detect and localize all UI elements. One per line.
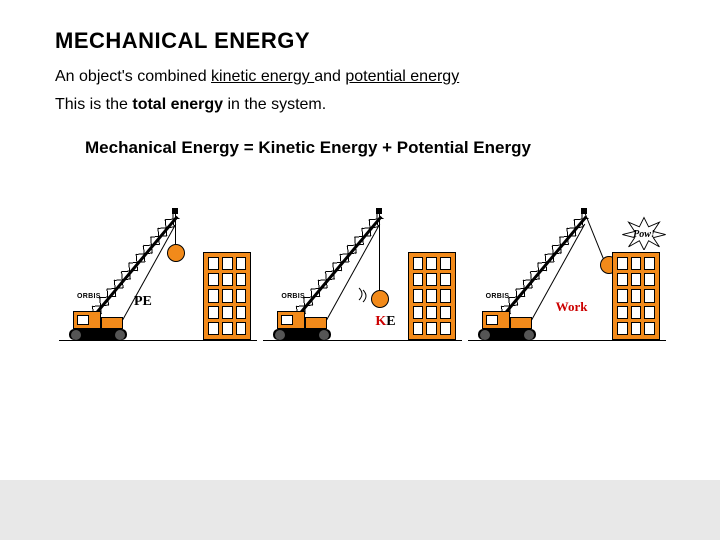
building bbox=[203, 252, 251, 340]
def-prefix: An object's combined bbox=[55, 68, 211, 85]
sub-suffix: in the system. bbox=[223, 96, 326, 113]
diagram-row: ORBIS PE bbox=[55, 180, 670, 360]
wrecking-ball bbox=[167, 244, 185, 262]
crane-base bbox=[478, 312, 536, 340]
ball-cable bbox=[379, 212, 380, 290]
formula-line: Mechanical Energy = Kinetic Energy + Pot… bbox=[55, 138, 670, 158]
slide-footer-bar bbox=[0, 480, 720, 540]
ground-line bbox=[263, 340, 461, 341]
ball-cable bbox=[584, 212, 604, 259]
crane-brand: ORBIS bbox=[486, 293, 510, 300]
sub-bold: total energy bbox=[132, 96, 223, 113]
crane-track bbox=[69, 329, 127, 340]
crane-track bbox=[478, 329, 536, 340]
pow-text: Pow! bbox=[633, 229, 655, 240]
panel-ke: ORBIS KE bbox=[263, 180, 461, 360]
definition-line: An object's combined kinetic energy and … bbox=[55, 68, 670, 86]
panel-pe: ORBIS PE bbox=[59, 180, 257, 360]
ke-e: E bbox=[386, 314, 395, 329]
work-label: Work bbox=[556, 299, 588, 315]
building bbox=[612, 252, 660, 340]
sub-prefix: This is the bbox=[55, 96, 132, 113]
ke-k: K bbox=[375, 314, 386, 329]
building-windows bbox=[208, 257, 246, 335]
building bbox=[408, 252, 456, 340]
panel-work: ORBIS Pow! Work bbox=[468, 180, 666, 360]
crane-cab bbox=[482, 311, 510, 329]
pe-label: PE bbox=[134, 294, 152, 310]
crane-brand: ORBIS bbox=[77, 293, 101, 300]
crane-track bbox=[273, 329, 331, 340]
pow-burst-icon: Pow! bbox=[620, 216, 668, 250]
crane-cab bbox=[277, 311, 305, 329]
motion-lines-icon bbox=[357, 286, 375, 308]
crane-cab bbox=[73, 311, 101, 329]
slide-body: MECHANICAL ENERGY An object's combined k… bbox=[0, 0, 720, 360]
def-potential: potential energy bbox=[345, 68, 459, 85]
total-energy-line: This is the total energy in the system. bbox=[55, 96, 670, 114]
building-windows bbox=[413, 257, 451, 335]
def-kinetic: kinetic energy bbox=[211, 68, 314, 85]
crane-base bbox=[69, 312, 127, 340]
crane-counterweight bbox=[305, 317, 327, 329]
slide-title: MECHANICAL ENERGY bbox=[55, 28, 670, 54]
ke-label: KE bbox=[375, 314, 395, 330]
def-mid: and bbox=[314, 68, 345, 85]
building-windows bbox=[617, 257, 655, 335]
crane-counterweight bbox=[101, 317, 123, 329]
ground-line bbox=[59, 340, 257, 341]
ball-cable bbox=[175, 212, 176, 244]
crane-brand: ORBIS bbox=[281, 293, 305, 300]
ground-line bbox=[468, 340, 666, 341]
crane-base bbox=[273, 312, 331, 340]
crane-counterweight bbox=[510, 317, 532, 329]
